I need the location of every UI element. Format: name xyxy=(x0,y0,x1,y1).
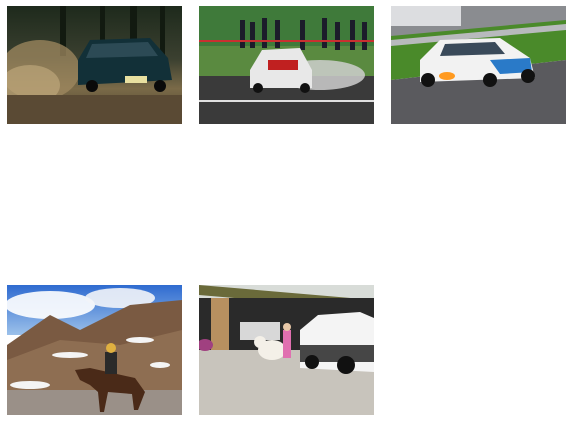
photo xyxy=(7,6,182,124)
photo xyxy=(199,285,374,415)
photo xyxy=(7,285,182,415)
photo xyxy=(199,6,374,124)
photo xyxy=(391,6,566,124)
